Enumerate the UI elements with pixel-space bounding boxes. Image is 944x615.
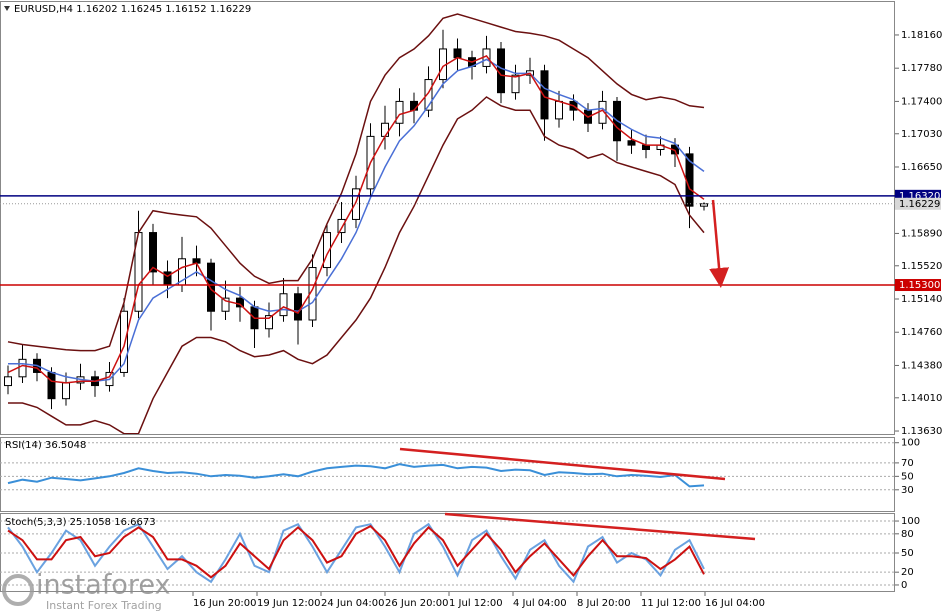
- logo-icon: [2, 574, 34, 606]
- watermark: instaforex Instant Forex Trading: [2, 570, 170, 612]
- candle-body: [47, 371, 56, 400]
- panel-plot: [0, 520, 895, 586]
- x-tick-label: 4 Jul 04:00: [513, 598, 567, 609]
- x-tick-label: 11 Jul 12:00: [641, 598, 701, 609]
- y-tick-label: 50: [901, 548, 914, 559]
- series-line: [7, 463, 705, 488]
- candle-body: [149, 232, 157, 273]
- brand: instaforex: [36, 570, 170, 601]
- series-line: [8, 96, 705, 434]
- series-line: [7, 524, 705, 579]
- panel-plot: [4, 13, 708, 434]
- candle-body: [511, 74, 520, 94]
- candle-body: [221, 297, 230, 312]
- y-tick-label: 1.15140: [901, 294, 942, 305]
- rsi-trendline: [399, 447, 726, 481]
- candle-body: [540, 70, 549, 120]
- rsi-title: RSI(14) 36.5048: [5, 440, 86, 451]
- y-tick-label: 0: [901, 580, 907, 591]
- price-title: EURUSD,H4 1.16202 1.16245 1.16152 1.1622…: [14, 4, 251, 15]
- y-tick-label: 1.13630: [901, 426, 942, 437]
- x-tick-label: 1 Jul 12:00: [449, 598, 503, 609]
- stoch-title: Stoch(5,3,3) 25.1058 16.6673: [5, 517, 156, 528]
- y-tick-label: 1.17030: [901, 129, 942, 140]
- candle-body: [453, 48, 462, 59]
- rsi-name: RSI(14): [5, 440, 42, 451]
- candle-body: [381, 122, 389, 137]
- x-tick-label: 16 Jun 20:00: [193, 598, 257, 609]
- rsi-value: 36.5048: [45, 440, 86, 451]
- symbol-icon: [4, 6, 10, 11]
- y-tick-label: 1.14010: [901, 393, 942, 404]
- candle-body: [294, 293, 302, 321]
- y-tick-label: 1.16650: [901, 162, 942, 173]
- price-box: [895, 197, 941, 210]
- candle-body: [279, 293, 288, 317]
- stoch-trendline: [444, 512, 756, 541]
- x-tick-label: 26 Jun 20:00: [385, 598, 449, 609]
- candle-body: [337, 218, 346, 234]
- y-tick-label: 80: [901, 529, 914, 540]
- candle-body: [236, 297, 244, 308]
- y-tick-label: 1.17400: [901, 96, 942, 107]
- candle-body: [4, 376, 12, 387]
- panel-plot: [0, 442, 895, 491]
- candle-body: [395, 100, 404, 124]
- stoch-signal: 16.6673: [114, 517, 155, 528]
- candle-body: [62, 382, 70, 400]
- plot-layer: 1.18160 1.17780 1.17400 1.17030 1.16650 1.158…: [0, 13, 942, 609]
- candle-body: [323, 232, 331, 269]
- y-tick-label: 50: [901, 471, 914, 482]
- candle-body: [410, 100, 418, 111]
- candle-body: [352, 188, 360, 220]
- x-tick-label: 19 Jun 12:00: [257, 598, 321, 609]
- candle-body: [424, 79, 433, 111]
- series-line: [8, 58, 705, 382]
- close: 1.16229: [210, 4, 251, 15]
- y-tick-label: 1.15520: [901, 261, 942, 272]
- candle-body: [265, 315, 273, 330]
- y-tick-label: 1.17780: [901, 63, 942, 74]
- stoch-name: Stoch(5,3,3): [5, 517, 67, 528]
- candle-body: [207, 262, 215, 312]
- high: 1.16245: [121, 4, 162, 15]
- forecast-arrow: [709, 199, 730, 288]
- y-tick-label: 1.14760: [901, 327, 942, 338]
- candle-body: [627, 140, 636, 146]
- price-label: 1.16229: [899, 199, 940, 210]
- candle-body: [555, 100, 563, 120]
- level-label: 1.15300: [899, 280, 940, 291]
- series-line: [7, 522, 705, 584]
- y-tick-label: 1.15890: [901, 228, 942, 239]
- x-tick-label: 8 Jul 20:00: [577, 598, 631, 609]
- y-tick-label: 100: [901, 438, 920, 449]
- level-label: 1.16320: [899, 191, 940, 202]
- tagline: Instant Forex Trading: [46, 599, 162, 612]
- stoch-main: 25.1058: [70, 517, 111, 528]
- y-tick-label: 70: [901, 458, 914, 469]
- open: 1.16202: [76, 4, 117, 15]
- low: 1.16152: [165, 4, 206, 15]
- y-tick-label: 20: [901, 567, 914, 578]
- rsi-panel: [0, 437, 895, 512]
- candle-body: [18, 358, 27, 378]
- y-tick-label: 1.14380: [901, 360, 942, 371]
- series-line: [7, 13, 705, 352]
- x-tick-label: 24 Jun 04:00: [321, 598, 385, 609]
- candle-body: [163, 271, 172, 286]
- candle-body: [120, 310, 128, 373]
- symbol: EURUSD,H4: [14, 4, 73, 15]
- x-tick-label: 16 Jul 04:00: [705, 598, 765, 609]
- y-tick-label: 100: [901, 516, 920, 527]
- y-tick-label: 1.18160: [901, 30, 942, 41]
- price-panel: [0, 1, 895, 435]
- candle-body: [700, 203, 708, 207]
- y-tick-label: 30: [901, 485, 914, 496]
- level-box: [895, 279, 941, 292]
- series-line: [7, 54, 705, 384]
